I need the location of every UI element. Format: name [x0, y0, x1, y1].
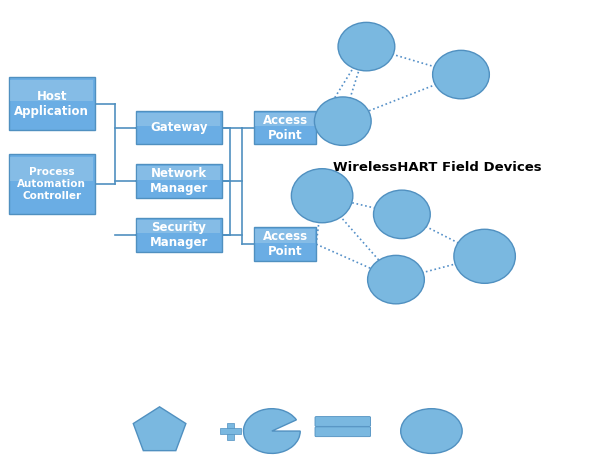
- Ellipse shape: [314, 97, 371, 145]
- FancyBboxPatch shape: [136, 111, 222, 144]
- Ellipse shape: [291, 169, 353, 223]
- FancyBboxPatch shape: [136, 164, 222, 198]
- FancyBboxPatch shape: [9, 77, 95, 130]
- FancyBboxPatch shape: [315, 427, 371, 437]
- Text: WirelessHART Field Devices: WirelessHART Field Devices: [333, 161, 542, 174]
- Text: Access
Point: Access Point: [262, 230, 308, 258]
- FancyBboxPatch shape: [137, 166, 220, 179]
- Bar: [220, 428, 241, 434]
- Text: Gateway: Gateway: [150, 121, 207, 134]
- Wedge shape: [243, 409, 300, 453]
- Ellipse shape: [454, 229, 515, 283]
- Text: Access
Point: Access Point: [262, 114, 308, 142]
- FancyBboxPatch shape: [137, 220, 220, 233]
- Ellipse shape: [433, 50, 489, 99]
- FancyBboxPatch shape: [254, 111, 316, 144]
- FancyBboxPatch shape: [255, 229, 315, 242]
- Polygon shape: [133, 407, 186, 451]
- Text: Process
Automation
Controller: Process Automation Controller: [17, 167, 86, 201]
- Text: Host
Application: Host Application: [14, 89, 89, 118]
- FancyBboxPatch shape: [137, 113, 220, 126]
- Bar: [227, 423, 234, 439]
- Text: Network
Manager: Network Manager: [150, 167, 208, 195]
- Ellipse shape: [374, 190, 430, 239]
- Ellipse shape: [368, 255, 424, 304]
- FancyBboxPatch shape: [136, 218, 222, 252]
- FancyBboxPatch shape: [9, 154, 95, 214]
- Ellipse shape: [338, 22, 395, 71]
- Text: Security
Manager: Security Manager: [150, 221, 208, 249]
- FancyBboxPatch shape: [10, 80, 93, 101]
- FancyBboxPatch shape: [10, 157, 93, 181]
- FancyBboxPatch shape: [255, 113, 315, 126]
- FancyBboxPatch shape: [254, 227, 316, 261]
- Ellipse shape: [401, 409, 462, 453]
- FancyBboxPatch shape: [315, 417, 371, 426]
